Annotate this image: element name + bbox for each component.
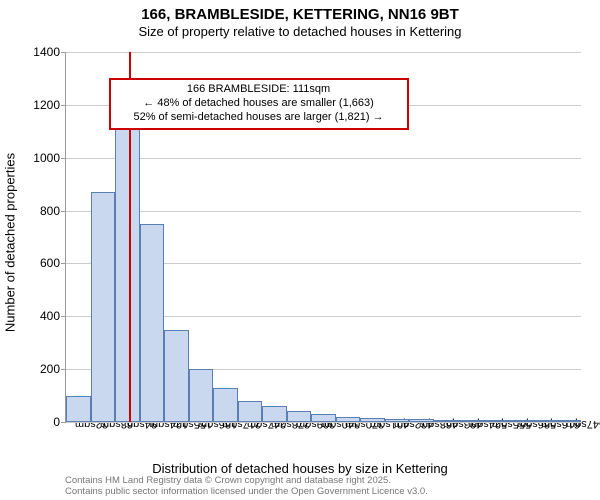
ytick-label: 0	[20, 415, 60, 429]
x-axis-label: Distribution of detached houses by size …	[0, 461, 600, 476]
histogram-bar	[91, 192, 116, 422]
histogram-bar	[189, 369, 214, 422]
ytick-label: 1000	[20, 151, 60, 165]
histogram-bar	[287, 411, 312, 422]
chart-container: 166, BRAMBLESIDE, KETTERING, NN16 9BT Si…	[0, 0, 600, 500]
ytick-label: 1200	[20, 98, 60, 112]
histogram-bar	[140, 224, 165, 422]
histogram-bar	[385, 419, 410, 422]
footer-attribution: Contains HM Land Registry data © Crown c…	[65, 476, 428, 498]
annotation-box: 166 BRAMBLESIDE: 111sqm ← 48% of detache…	[109, 78, 409, 129]
histogram-bar	[66, 396, 91, 422]
plot-area: 166 BRAMBLESIDE: 111sqm ← 48% of detache…	[65, 52, 581, 423]
ytick-label: 1400	[20, 45, 60, 59]
gridline	[66, 52, 581, 53]
histogram-bar	[213, 388, 238, 422]
chart-title: 166, BRAMBLESIDE, KETTERING, NN16 9BT	[0, 0, 600, 23]
histogram-bar	[409, 419, 434, 422]
histogram-bar	[458, 420, 483, 422]
histogram-bar	[434, 420, 459, 422]
histogram-bar	[115, 115, 140, 422]
histogram-bar	[238, 401, 263, 422]
histogram-bar	[556, 420, 581, 422]
annotation-line1: 166 BRAMBLESIDE: 111sqm	[117, 83, 401, 97]
ytick-label: 800	[20, 204, 60, 218]
footer-line2: Contains public sector information licen…	[65, 487, 428, 498]
histogram-bar	[164, 330, 189, 423]
gridline	[66, 422, 581, 423]
annotation-line2: ← 48% of detached houses are smaller (1,…	[117, 97, 401, 111]
gridline	[66, 211, 581, 212]
gridline	[66, 158, 581, 159]
histogram-bar	[336, 417, 361, 422]
histogram-bar	[532, 420, 557, 422]
histogram-bar	[360, 418, 385, 422]
histogram-bar	[483, 420, 508, 422]
chart-subtitle: Size of property relative to detached ho…	[0, 23, 600, 39]
annotation-line3: 52% of semi-detached houses are larger (…	[117, 111, 401, 125]
ytick-label: 600	[20, 256, 60, 270]
ytick-label: 200	[20, 362, 60, 376]
histogram-bar	[311, 414, 336, 422]
y-axis-label: Number of detached properties	[3, 153, 18, 332]
histogram-bar	[262, 406, 287, 422]
histogram-bar	[507, 420, 532, 422]
ytick-label: 400	[20, 309, 60, 323]
